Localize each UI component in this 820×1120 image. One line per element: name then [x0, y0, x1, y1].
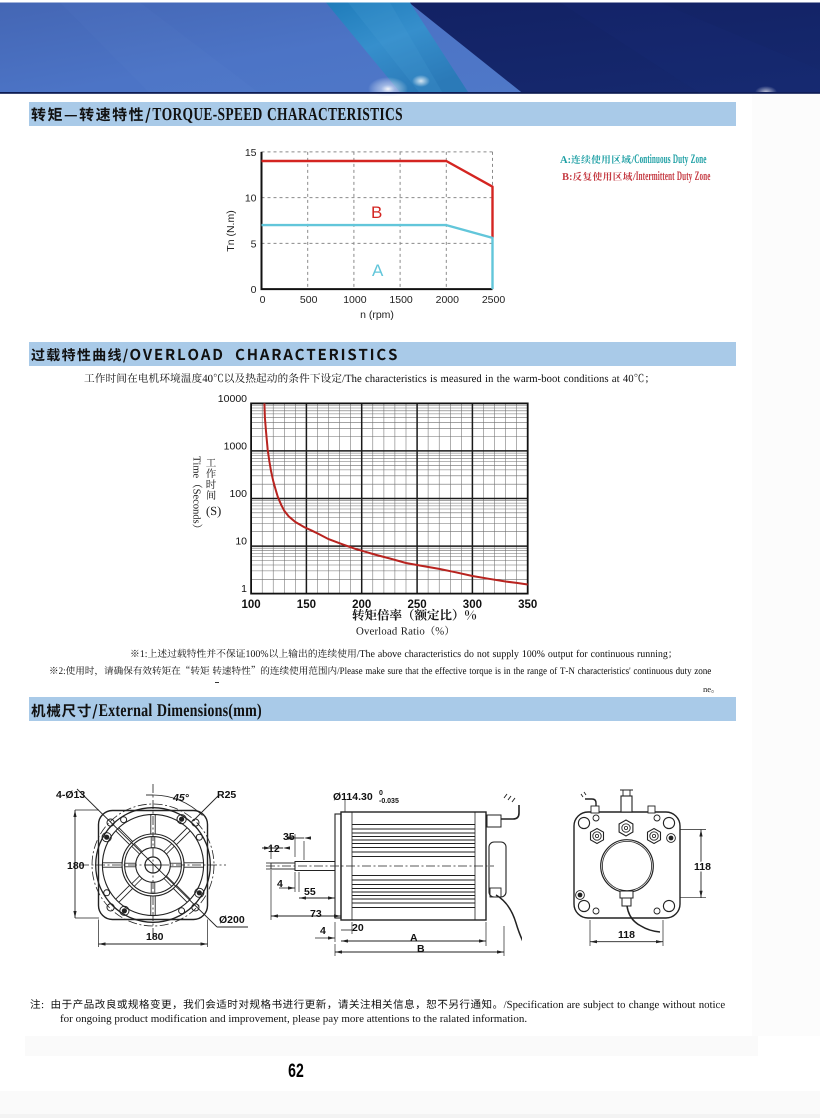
svg-text:300: 300 — [463, 599, 482, 611]
svg-text:1000: 1000 — [343, 294, 367, 306]
svg-text:4: 4 — [277, 878, 283, 890]
svg-text:4-Ø13: 4-Ø13 — [56, 789, 85, 801]
svg-text:45°: 45° — [172, 792, 190, 804]
svg-text:20: 20 — [352, 922, 364, 934]
svg-text:150: 150 — [297, 599, 316, 611]
svg-text:n (rpm): n (rpm) — [360, 309, 394, 321]
svg-text:35: 35 — [283, 831, 295, 843]
svg-text:-0.035: -0.035 — [379, 798, 399, 805]
svg-text:10: 10 — [235, 536, 247, 548]
svg-text:1000: 1000 — [224, 440, 248, 452]
svg-text:180: 180 — [67, 860, 85, 872]
svg-text:350: 350 — [518, 599, 537, 611]
svg-text:0: 0 — [251, 284, 257, 296]
svg-text:250: 250 — [408, 599, 427, 611]
svg-text:B: B — [417, 943, 425, 955]
svg-text:R25: R25 — [217, 789, 236, 801]
svg-text:Tn (N.m): Tn (N.m) — [225, 210, 237, 251]
svg-text:73: 73 — [310, 908, 322, 920]
svg-text:100: 100 — [229, 488, 247, 500]
svg-text:15: 15 — [245, 147, 257, 159]
svg-text:500: 500 — [300, 294, 318, 306]
svg-text:10000: 10000 — [218, 393, 247, 405]
svg-text:0: 0 — [379, 790, 383, 797]
svg-text:1: 1 — [241, 583, 247, 595]
svg-text:5: 5 — [251, 238, 257, 250]
svg-text:1500: 1500 — [389, 294, 413, 306]
svg-text:4: 4 — [320, 925, 326, 937]
svg-text:Ø200: Ø200 — [219, 914, 245, 926]
svg-text:A: A — [410, 932, 418, 944]
svg-text:55: 55 — [304, 886, 316, 898]
svg-text:10: 10 — [245, 193, 257, 205]
svg-text:100: 100 — [242, 599, 261, 611]
svg-text:2000: 2000 — [436, 294, 460, 306]
svg-text:200: 200 — [352, 599, 371, 611]
svg-text:12: 12 — [268, 843, 280, 855]
svg-text:Ø114.30: Ø114.30 — [333, 791, 373, 803]
svg-text:118: 118 — [618, 929, 635, 941]
svg-text:180: 180 — [146, 931, 164, 943]
svg-text:118: 118 — [694, 861, 711, 873]
svg-text:0: 0 — [260, 294, 266, 306]
svg-text:2500: 2500 — [482, 294, 506, 306]
svg-text:B: B — [371, 203, 382, 222]
svg-text:A: A — [372, 261, 384, 280]
